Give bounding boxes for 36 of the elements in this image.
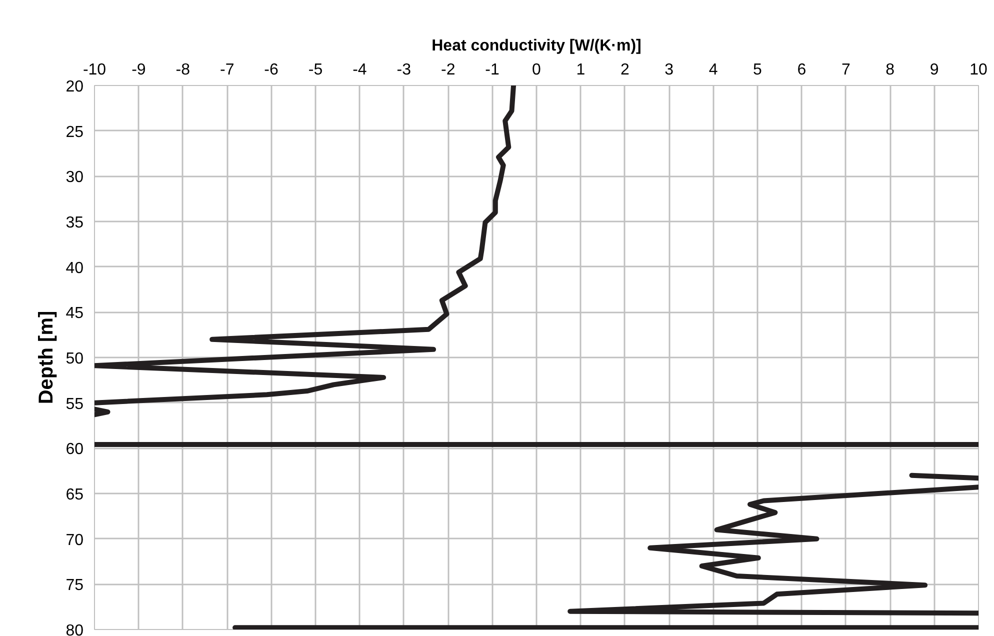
y-tick-label: 70 <box>66 532 84 549</box>
x-tick-label: -2 <box>440 62 456 78</box>
x-tick-label: -6 <box>264 62 279 78</box>
y-tick-label: 65 <box>66 486 84 504</box>
x-tick-label: 1 <box>576 62 586 78</box>
y-tick-label: 35 <box>66 214 84 232</box>
y-tick-label: 20 <box>66 78 84 96</box>
y-tick-label: 25 <box>66 124 84 141</box>
x-tick-label: 5 <box>753 62 762 78</box>
x-tick-label: -5 <box>308 62 323 78</box>
y-tick-label: 55 <box>66 396 84 413</box>
y-tick-label: 45 <box>66 305 84 322</box>
y-tick-label: 50 <box>66 350 84 368</box>
x-tick-label: -7 <box>220 62 234 78</box>
x-axis-title: Heat conductivity [W/(K·m)] <box>432 38 642 54</box>
x-tick-label: -1 <box>485 62 500 78</box>
x-tick-label: 7 <box>841 62 850 78</box>
x-tick-label: 3 <box>664 62 674 78</box>
x-tick-label: 6 <box>797 62 806 78</box>
y-tick-label: 30 <box>66 169 84 186</box>
x-tick-label: 4 <box>708 62 718 78</box>
y-tick-label: 40 <box>66 260 84 277</box>
x-tick-label: -3 <box>396 62 412 78</box>
y-tick-label: 60 <box>66 441 84 458</box>
x-tick-label: -9 <box>132 62 146 78</box>
x-tick-label: 2 <box>620 62 630 78</box>
x-tick-label: 0 <box>532 62 542 78</box>
y-tick-label: 80 <box>66 622 84 636</box>
y-axis-title: Depth [m] <box>36 310 58 404</box>
x-tick-label: -8 <box>176 62 190 78</box>
y-tick-label: 75 <box>66 577 84 594</box>
x-tick-label: 8 <box>886 62 895 78</box>
x-tick-label: -4 <box>352 62 367 78</box>
x-tick-label: 9 <box>930 62 939 78</box>
x-tick-label: 10 <box>970 62 988 78</box>
x-tick-label: -10 <box>82 62 106 78</box>
